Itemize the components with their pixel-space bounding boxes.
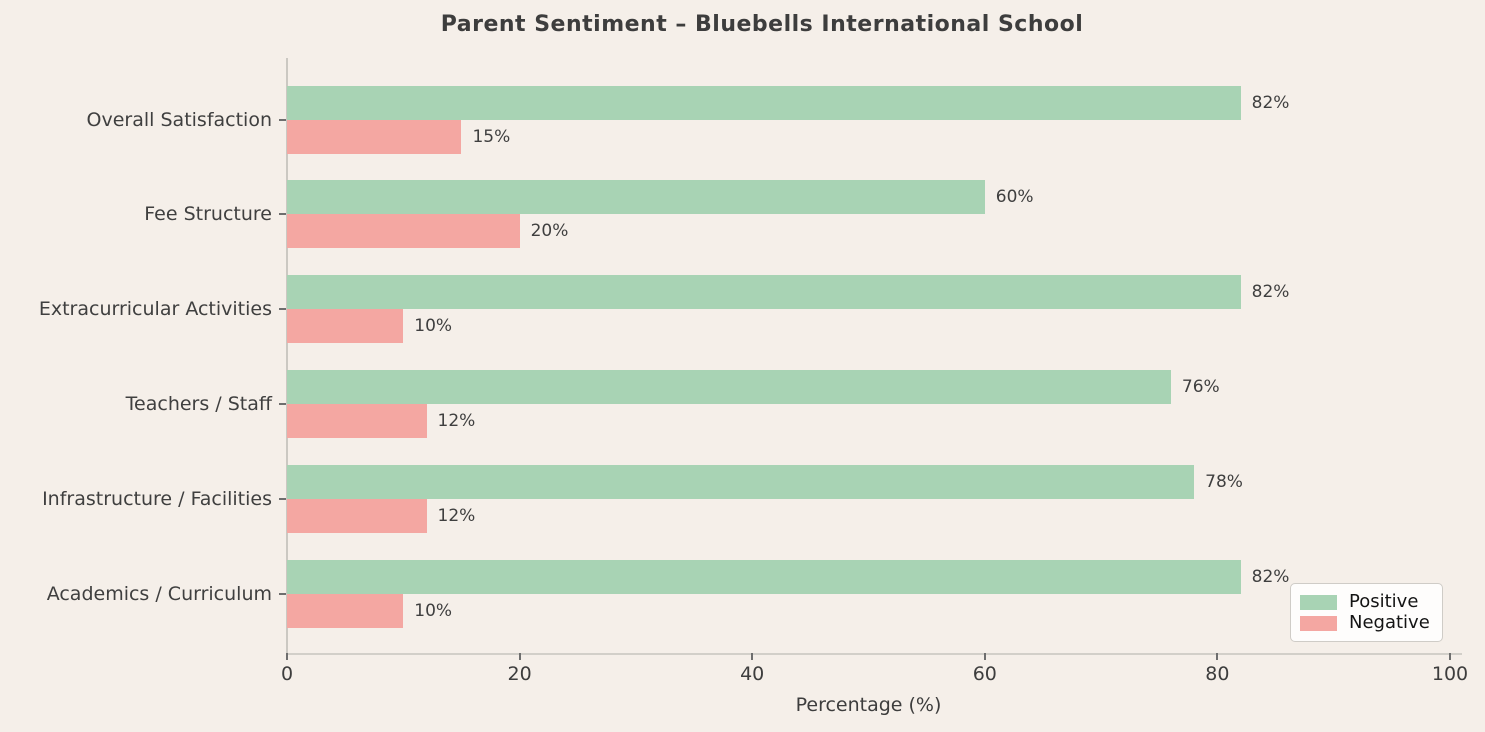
chart-title: Parent Sentiment – Bluebells Internation…	[440, 12, 1084, 37]
positive-value-label: 60%	[995, 187, 1034, 208]
category-label: Infrastructure / Facilities	[42, 487, 272, 510]
negative-swatch	[1300, 615, 1337, 631]
negative-bar	[287, 403, 427, 438]
y-tick-mark	[279, 402, 286, 405]
x-tick-mark	[1216, 653, 1219, 660]
category-label: Teachers / Staff	[125, 392, 272, 415]
category-label: Overall Satisfaction	[86, 108, 272, 131]
positive-swatch	[1300, 594, 1337, 610]
negative-value-label: 12%	[437, 410, 476, 431]
x-tick-mark	[751, 653, 754, 660]
category-label: Academics / Curriculum	[46, 582, 272, 605]
x-tick-mark	[518, 653, 521, 660]
x-tick-mark	[983, 653, 986, 660]
legend-entry: Negative	[1300, 614, 1432, 632]
x-axis-label: Percentage (%)	[795, 694, 942, 716]
positive-value-label: 76%	[1181, 376, 1220, 397]
negative-value-label: 10%	[414, 316, 453, 337]
x-tick-mark	[1449, 653, 1451, 660]
x-tick-label: 80	[1205, 663, 1230, 685]
negative-bar	[287, 214, 520, 249]
negative-bar	[287, 309, 404, 344]
category-label: Fee Structure	[144, 203, 272, 226]
positive-value-label: 78%	[1205, 471, 1243, 492]
y-tick-mark	[279, 118, 286, 121]
x-tick-label: 100	[1431, 663, 1469, 685]
negative-bar	[287, 498, 427, 533]
legend-entry: Positive	[1300, 593, 1432, 611]
y-tick-mark	[279, 497, 286, 500]
positive-bar	[287, 464, 1195, 499]
legend: Positive Negative	[1290, 583, 1443, 642]
y-tick-mark	[279, 592, 286, 595]
y-tick-mark	[279, 308, 286, 311]
positive-bar	[287, 275, 1241, 310]
negative-value-label: 20%	[530, 221, 569, 242]
positive-value-label: 82%	[1251, 92, 1290, 113]
positive-bar	[287, 369, 1171, 404]
negative-value-label: 15%	[472, 126, 511, 147]
y-axis-spine	[286, 58, 288, 653]
y-tick-mark	[279, 213, 286, 216]
x-tick-label: 60	[972, 663, 997, 685]
negative-bar	[287, 119, 462, 154]
x-tick-label: 40	[740, 663, 765, 685]
x-tick-label: 20	[507, 663, 532, 685]
x-axis-spine	[286, 653, 1462, 655]
negative-value-label: 10%	[414, 600, 453, 621]
negative-value-label: 12%	[437, 505, 476, 526]
positive-value-label: 82%	[1251, 566, 1290, 587]
positive-bar	[287, 559, 1241, 594]
category-label: Extracurricular Activities	[38, 298, 272, 321]
x-tick-label: 0	[280, 663, 294, 685]
legend-entry-label: Positive	[1349, 591, 1419, 612]
x-tick-mark	[286, 653, 288, 660]
positive-bar	[287, 85, 1241, 120]
legend-entry-label: Negative	[1349, 612, 1430, 633]
positive-bar	[287, 180, 985, 215]
positive-value-label: 82%	[1251, 282, 1290, 303]
negative-bar	[287, 593, 404, 628]
